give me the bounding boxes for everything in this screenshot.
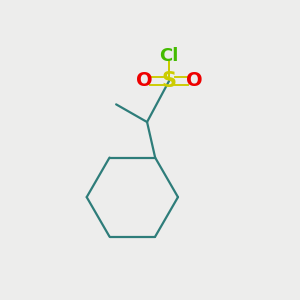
Text: O: O [136, 71, 152, 90]
Text: O: O [186, 71, 202, 90]
Text: Cl: Cl [160, 47, 179, 65]
Text: S: S [162, 71, 177, 91]
